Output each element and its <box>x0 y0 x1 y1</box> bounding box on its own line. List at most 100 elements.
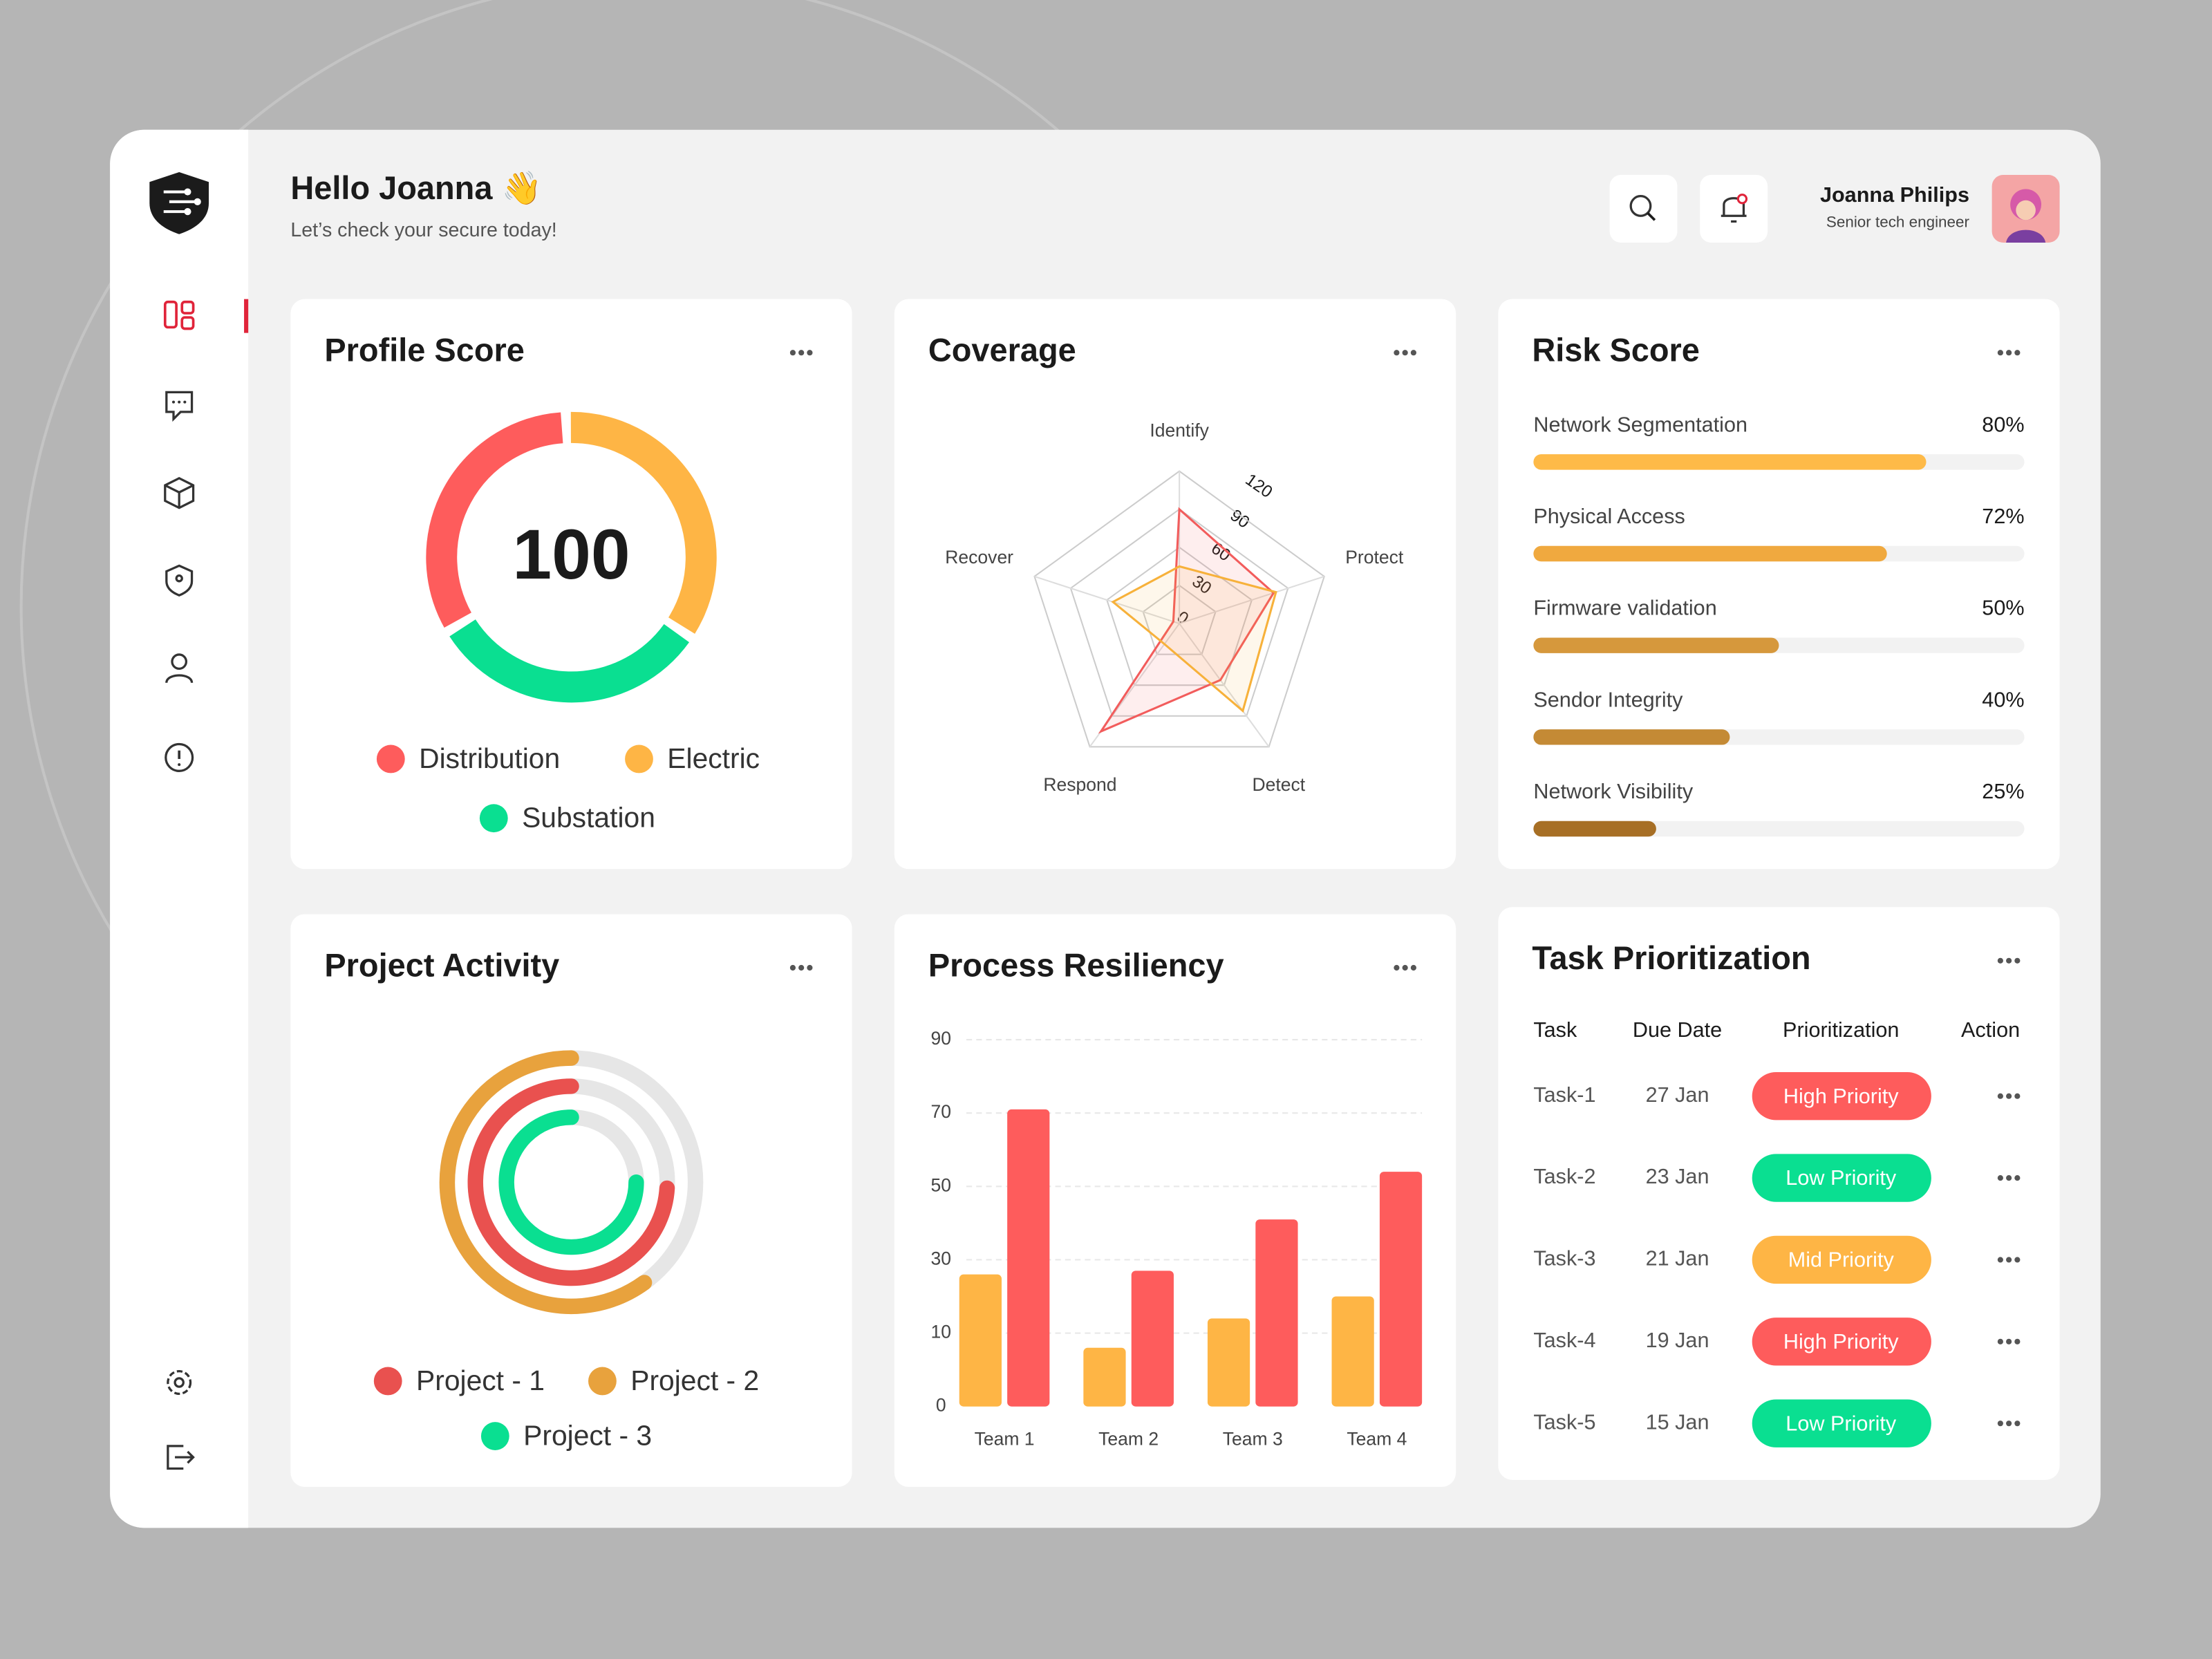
axis-label: Identify <box>1150 420 1209 441</box>
priority-label: High Priority <box>1783 1330 1899 1353</box>
nav-alerts[interactable] <box>165 742 194 772</box>
user-name: Joanna Philips <box>1820 183 1969 207</box>
item-value: 50% <box>1982 597 2024 620</box>
menu-dot <box>1410 964 1416 971</box>
axis-label: Respond <box>1043 774 1116 795</box>
card-menu[interactable] <box>1394 964 1416 971</box>
progress-bar <box>1533 545 1887 562</box>
card-menu[interactable] <box>789 350 813 356</box>
menu-dot <box>2014 1257 2021 1263</box>
axis-label: Protect <box>1345 547 1404 568</box>
card-menu[interactable] <box>789 964 813 971</box>
avatar[interactable] <box>1991 175 2060 243</box>
priority-badge <box>1752 1072 1931 1121</box>
priority-badge <box>1752 1318 1931 1366</box>
task-name: Task-2 <box>1533 1165 1595 1188</box>
task-name: Task-3 <box>1533 1247 1595 1271</box>
bar <box>1007 1109 1050 1407</box>
item-value: 80% <box>1982 413 2024 436</box>
menu-dot <box>2006 1093 2012 1099</box>
due-date: 15 Jan <box>1646 1410 1709 1434</box>
row-action[interactable] <box>1997 1338 2021 1344</box>
card-title: Coverage <box>928 332 1076 368</box>
card-title: Project Activity <box>324 947 559 983</box>
menu-dot <box>1394 350 1400 356</box>
x-tick-label: Team 3 <box>1223 1429 1283 1450</box>
menu-dot <box>1402 350 1408 356</box>
logo <box>149 171 209 234</box>
radar-spoke <box>1179 575 1325 625</box>
menu-dot <box>1394 964 1400 971</box>
legend-label: Substation <box>522 801 655 833</box>
legend-swatch <box>588 1367 617 1396</box>
nav-profile[interactable] <box>165 653 194 684</box>
row-action[interactable] <box>1997 1175 2021 1181</box>
item-label: Sendor Integrity <box>1533 688 1683 711</box>
sidebar <box>110 129 249 1528</box>
legend-label: Electric <box>667 742 760 774</box>
x-tick-label: Team 1 <box>975 1429 1035 1450</box>
card-title: Task Prioritization <box>1532 940 1810 976</box>
bar <box>1379 1172 1423 1407</box>
menu-dot <box>2006 1421 2012 1427</box>
bar <box>1331 1296 1374 1407</box>
menu-dot <box>2006 1338 2012 1344</box>
y-tick-label: 10 <box>930 1322 951 1342</box>
item-label: Network Visibility <box>1533 780 1693 803</box>
y-tick-label: 30 <box>930 1248 951 1268</box>
row-action[interactable] <box>1997 1093 2021 1099</box>
priority-label: Low Priority <box>1785 1412 1897 1435</box>
nav-logout[interactable] <box>167 1445 195 1470</box>
menu-dot <box>2014 1421 2021 1427</box>
task-name: Task-5 <box>1533 1410 1595 1434</box>
menu-dot <box>2006 957 2012 964</box>
item-label: Firmware validation <box>1533 597 1716 620</box>
card-menu[interactable] <box>1997 957 2021 964</box>
task-name: Task-4 <box>1533 1329 1595 1352</box>
nav-dashboard[interactable] <box>163 299 249 333</box>
menu-dot <box>798 964 805 971</box>
item-value: 40% <box>1982 688 2024 711</box>
legend-label: Project - 2 <box>630 1365 759 1396</box>
progress-bar <box>1533 454 1927 470</box>
due-date: 19 Jan <box>1646 1329 1709 1352</box>
radar-series <box>1111 565 1277 713</box>
menu-dot <box>1997 1338 2003 1344</box>
card-menu[interactable] <box>1997 350 2021 356</box>
ring-arc <box>498 1109 644 1255</box>
nav-package[interactable] <box>164 477 195 509</box>
legend-label: Distribution <box>419 742 560 774</box>
radar-grid <box>1069 508 1289 717</box>
radar-grid <box>1033 470 1325 748</box>
notification-button[interactable] <box>1700 175 1768 243</box>
progress-bar <box>1533 637 1779 653</box>
nav-security[interactable] <box>165 564 194 597</box>
search-button[interactable] <box>1609 175 1678 243</box>
priority-badge <box>1752 1235 1931 1284</box>
menu-dot <box>2006 1257 2012 1263</box>
legend-label: Project - 3 <box>523 1419 652 1451</box>
y-tick-label: 50 <box>930 1174 951 1195</box>
menu-dot <box>1402 964 1408 971</box>
menu-dot <box>1997 350 2003 356</box>
ring-arc <box>467 1078 675 1286</box>
bar <box>1255 1219 1298 1407</box>
bar <box>1207 1318 1250 1407</box>
y-tick-label: 90 <box>930 1028 951 1049</box>
row-action[interactable] <box>1997 1421 2021 1427</box>
priority-badge <box>1752 1154 1931 1202</box>
task-name: Task-1 <box>1533 1083 1595 1107</box>
menu-dot <box>1410 350 1416 356</box>
card-profile-score <box>290 299 852 870</box>
nav-settings[interactable] <box>167 1370 192 1395</box>
card-title: Risk Score <box>1532 332 1700 368</box>
subtitle: Let’s check your secure today! <box>290 219 556 241</box>
menu-dot <box>1997 1421 2003 1427</box>
nav-messages[interactable] <box>165 391 194 422</box>
item-label: Physical Access <box>1533 505 1685 528</box>
menu-dot <box>807 964 813 971</box>
card-menu[interactable] <box>1394 350 1416 356</box>
row-action[interactable] <box>1997 1257 2021 1263</box>
menu-dot <box>2006 350 2012 356</box>
card-risk-score <box>1498 299 2060 870</box>
